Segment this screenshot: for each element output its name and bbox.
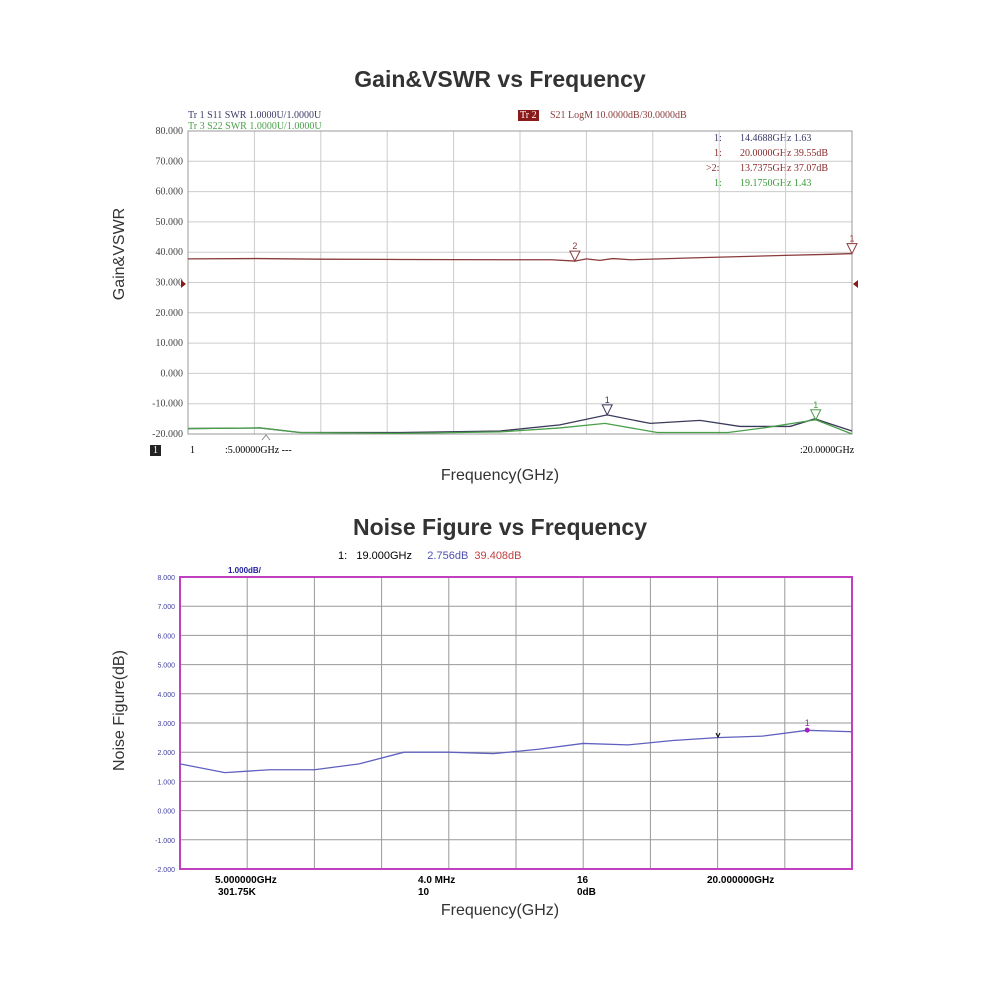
- y-tick-label: -2.000: [155, 867, 175, 874]
- ref-level-right-icon: [853, 280, 858, 288]
- plot-border: [187, 130, 853, 435]
- start-freq: :5.00000GHz ---: [225, 445, 292, 456]
- y-tick-label: 2.000: [157, 750, 175, 757]
- start-arrow-icon: [261, 434, 271, 441]
- chart1-xlabel: Frequency(GHz): [440, 467, 560, 484]
- trace1-label: Tr 1 S11 SWR 1.0000U/1.0000U: [188, 110, 322, 121]
- chart1-title: Gain&VSWR vs Frequency: [354, 66, 646, 92]
- series-line-0: [179, 729, 853, 774]
- nf-scale: 1.000dB/: [228, 566, 261, 575]
- y-tick-label: 40.000: [156, 247, 184, 258]
- y-tick-label: 7.000: [157, 604, 175, 611]
- chart2-xlabel: Frequency(GHz): [440, 902, 560, 919]
- marker-value: 14.4688GHz 1.63: [740, 133, 812, 144]
- marker-value: 13.7375GHz 37.07dB: [740, 163, 829, 174]
- ref-level-left-icon: [181, 280, 186, 288]
- readout-id: 1:: [338, 550, 348, 562]
- marker-triangle: [846, 243, 858, 255]
- y-tick-label: 50.000: [156, 217, 184, 228]
- reference-marker-icon: [715, 732, 721, 739]
- y-tick-label: 60.000: [156, 187, 184, 198]
- y-tick-label: -20.000: [152, 429, 183, 440]
- readout-freq: 19.000GHz: [356, 550, 413, 562]
- y-tick-label: 8.000: [157, 575, 175, 582]
- marker-triangle: [809, 409, 822, 421]
- y-tick-label: 6.000: [157, 633, 175, 640]
- trace2-label: S21 LogM 10.0000dB/30.0000dB: [550, 110, 687, 121]
- nf-avg: 10: [418, 887, 430, 898]
- marker-label: 1: [605, 395, 610, 405]
- y-tick-label: 1.000: [157, 779, 175, 786]
- marker-triangle: [601, 404, 614, 417]
- y-tick-label: 70.000: [156, 156, 184, 167]
- y-tick-label: 5.000: [157, 663, 175, 670]
- marker-label: 1: [813, 400, 818, 410]
- marker-triangle: [569, 250, 581, 263]
- y-tick-label: -10.000: [152, 399, 183, 410]
- readout-nf: 2.756dB: [427, 550, 469, 562]
- series-line-S21: [187, 252, 853, 262]
- marker-label: 2: [572, 241, 577, 251]
- y-tick-label: 0.000: [157, 809, 175, 816]
- nf-start: 5.000000GHz: [215, 875, 277, 886]
- marker-id: 1:: [714, 133, 722, 144]
- nf-marker-readout: 1: 19.000GHz 2.756dB 39.408dB: [338, 550, 522, 562]
- nf-atten: 0dB: [577, 887, 596, 898]
- marker-id: 1:: [714, 148, 722, 159]
- nf-points: 16: [577, 875, 589, 886]
- marker-id: 1:: [714, 178, 722, 189]
- nf-stop: 20.000000GHz: [707, 875, 775, 886]
- marker-dot: [804, 727, 810, 733]
- y-tick-label: 30.000: [156, 278, 184, 289]
- marker-value: 19.1750GHz 1.43: [740, 178, 812, 189]
- y-tick-label: 4.000: [157, 692, 175, 699]
- marker-value: 20.0000GHz 39.55dB: [740, 148, 829, 159]
- y-tick-label: 80.000: [156, 126, 184, 137]
- chart2-title: Noise Figure vs Frequency: [353, 514, 647, 540]
- channel-badge: 1: [150, 445, 161, 456]
- readout-gain: 39.408dB: [474, 550, 522, 562]
- y-tick-label: 3.000: [157, 721, 175, 728]
- plot-border: [179, 576, 853, 870]
- y-tick-label: 0.000: [161, 368, 184, 379]
- y-tick-label: 10.000: [156, 338, 184, 349]
- stop-freq: :20.0000GHz: [800, 445, 855, 456]
- y-tick-label: -1.000: [155, 838, 175, 845]
- trace2-badge: Tr 2: [518, 110, 539, 121]
- series-line-S22: [187, 419, 853, 435]
- y-tick-label: 20.000: [156, 308, 184, 319]
- marker-label: 1: [805, 718, 810, 728]
- trace3-label: Tr 3 S22 SWR 1.0000U/1.0000U: [188, 121, 322, 132]
- nf-bw: 4.0 MHz: [418, 875, 456, 886]
- marker-id: >2:: [706, 163, 720, 174]
- marker-label: 1: [849, 234, 854, 244]
- nf-rbw: 301.75K: [218, 887, 256, 898]
- channel-number: 1: [190, 445, 195, 456]
